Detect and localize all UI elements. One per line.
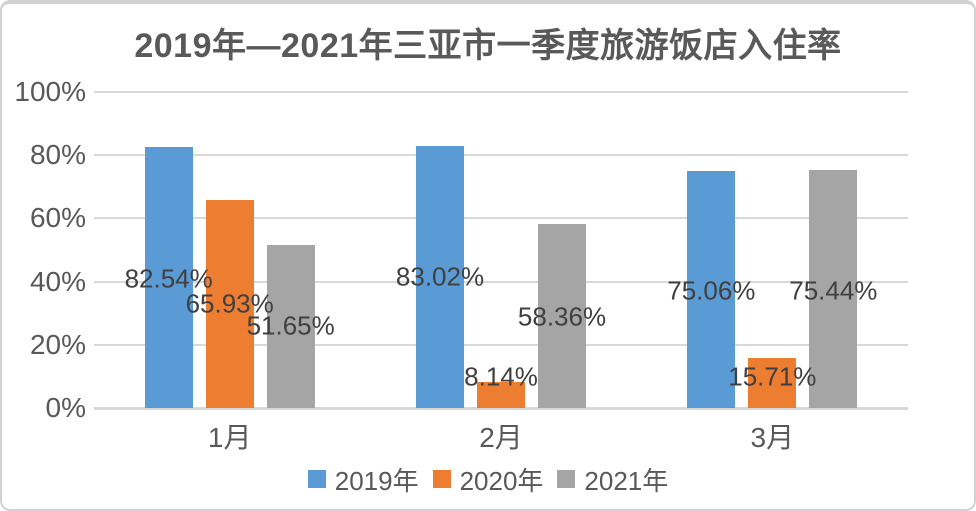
gridline — [94, 343, 908, 346]
gridline — [94, 91, 908, 93]
gridline — [94, 280, 908, 283]
bar-label-2021-m1: 51.65% — [246, 310, 335, 341]
gridline — [94, 154, 908, 157]
bar-label-2019-m2: 83.02% — [395, 261, 485, 292]
legend-label: 2020年 — [459, 465, 544, 496]
bar-label-2020-m1: 65.93% — [185, 288, 274, 319]
gridline — [94, 217, 908, 220]
legend-item-2020: 2020年 — [432, 461, 544, 498]
bar-label-2020-m3: 15.71% — [728, 361, 817, 392]
x-axis-tick-label: 3月 — [750, 422, 795, 453]
bar-2020-m3 — [748, 358, 797, 408]
bar-2019-m2 — [416, 145, 464, 408]
y-axis-tick-label: 60% — [29, 202, 86, 234]
x-axis-tick-label: 1月 — [207, 422, 252, 453]
bar-2021-m1 — [266, 244, 315, 408]
legend-item-2019: 2019年 — [307, 461, 419, 498]
chart-title: 2019年—2021年三亚市一季度旅游饭店入住率 — [134, 27, 842, 65]
bar-2020-m1 — [205, 199, 254, 408]
legend-swatch-icon — [307, 470, 326, 488]
y-axis-tick-label: 100% — [14, 76, 86, 107]
x-axis-line — [94, 407, 908, 410]
y-axis-tick-label: 0% — [45, 392, 86, 423]
bar-label-2021-m3: 75.44% — [789, 275, 878, 306]
bar-label-2019-m3: 75.06% — [667, 275, 756, 306]
bar-label-2021-m2: 58.36% — [517, 301, 607, 332]
bar-2019-m1 — [144, 147, 193, 408]
legend-label: 2019年 — [334, 465, 419, 496]
bar-label-2020-m2: 8.14% — [464, 361, 538, 392]
bar-2021-m2 — [538, 223, 586, 408]
x-axis-tick-label: 2月 — [479, 422, 523, 453]
legend-item-2021: 2021年 — [557, 461, 668, 498]
legend-label: 2021年 — [584, 465, 669, 496]
y-axis-tick-label: 40% — [29, 265, 86, 297]
legend: 2019年 2020年 2021年 — [2, 464, 974, 496]
legend-swatch-icon — [432, 470, 451, 488]
legend-swatch-icon — [557, 470, 576, 488]
y-axis-tick-label: 20% — [29, 328, 86, 360]
y-axis-tick-label: 80% — [29, 139, 86, 171]
bar-label-2019-m1: 82.54% — [124, 263, 213, 294]
bar-2019-m3 — [687, 170, 736, 408]
bar-2020-m2 — [477, 382, 525, 408]
bar-2021-m3 — [809, 169, 858, 408]
